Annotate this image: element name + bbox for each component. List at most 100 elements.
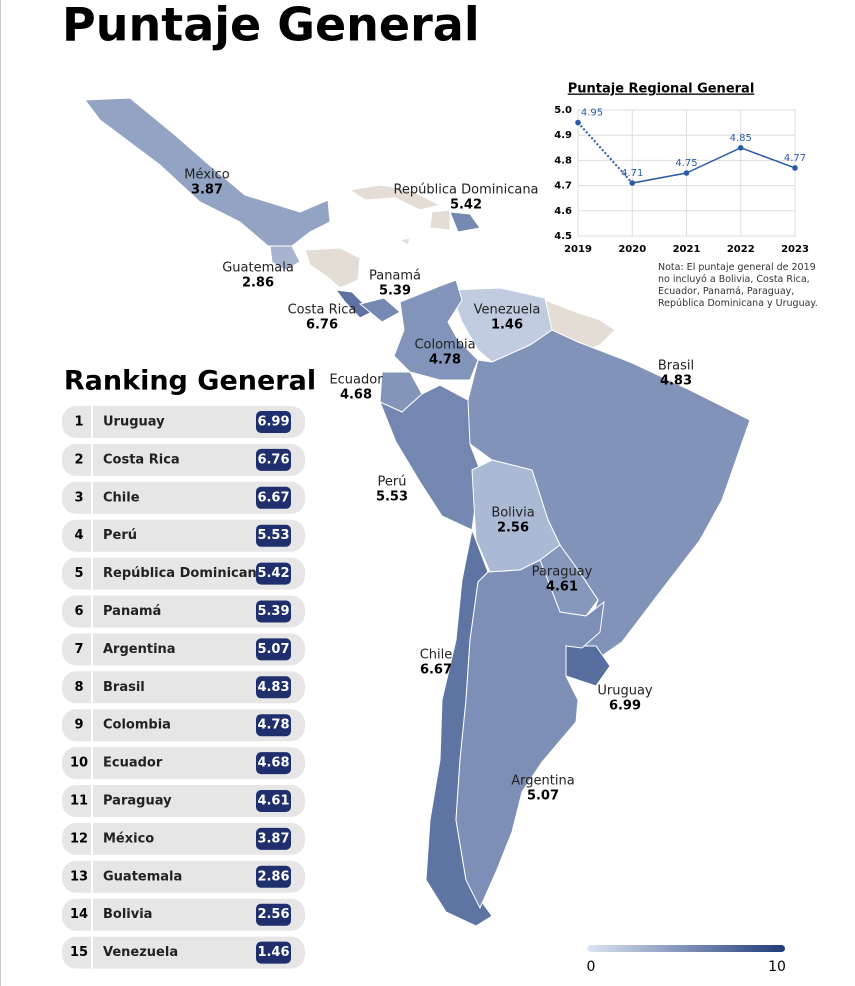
y-tick-label: 4.9 bbox=[554, 130, 572, 141]
country: Argentina bbox=[103, 642, 176, 657]
country: Bolivia bbox=[103, 907, 152, 922]
country bbox=[449, 211, 481, 233]
x-tick-label: 2021 bbox=[673, 244, 701, 255]
country: Venezuela bbox=[103, 945, 178, 960]
score: 3.87 bbox=[257, 831, 289, 846]
country-name: Paraguay bbox=[532, 565, 593, 580]
rank: 14 bbox=[70, 907, 88, 922]
score-badge bbox=[256, 411, 291, 433]
row-bg bbox=[62, 936, 305, 969]
rank: 6 bbox=[74, 604, 83, 619]
country-score: 2.86 bbox=[242, 276, 274, 291]
rank: 5 bbox=[74, 566, 83, 581]
country-name: Argentina bbox=[511, 774, 574, 789]
score: 2.56 bbox=[257, 907, 289, 922]
x-tick-label: 2023 bbox=[781, 244, 809, 255]
note: Nota: El puntaje general de 2019 no incl… bbox=[658, 262, 818, 309]
rank: 10 bbox=[70, 756, 88, 771]
score-badge bbox=[256, 448, 291, 471]
rank: 11 bbox=[70, 794, 88, 809]
row-bg bbox=[62, 860, 305, 893]
islands bbox=[398, 237, 411, 246]
country-name: República Dominicana bbox=[393, 183, 538, 198]
score: 4.68 bbox=[257, 756, 289, 771]
score-badge bbox=[256, 752, 291, 775]
country: Costa Rica bbox=[103, 452, 180, 467]
row-bg bbox=[62, 822, 305, 855]
country-score: 5.42 bbox=[450, 198, 482, 213]
score: 4.78 bbox=[257, 718, 289, 733]
cuba bbox=[348, 184, 442, 211]
country-score: 3.87 bbox=[191, 183, 223, 198]
row-bg bbox=[62, 785, 305, 817]
scale-min: 0 bbox=[587, 959, 596, 975]
haiti bbox=[429, 209, 451, 231]
country-score: 6.67 bbox=[420, 663, 452, 678]
rank: 8 bbox=[74, 680, 83, 695]
rank: 13 bbox=[70, 869, 88, 884]
point bbox=[792, 165, 798, 171]
y-tick-label: 4.7 bbox=[554, 181, 572, 192]
rank: 9 bbox=[74, 718, 83, 733]
country: Ecuador bbox=[103, 756, 163, 771]
country-name: Costa Rica bbox=[288, 303, 357, 318]
value-label: 4.85 bbox=[730, 133, 752, 144]
score: 6.76 bbox=[257, 452, 289, 467]
country-score: 4.68 bbox=[340, 388, 372, 403]
rank: 15 bbox=[70, 945, 88, 960]
score: 5.07 bbox=[257, 642, 289, 657]
score: 6.99 bbox=[257, 415, 289, 430]
y-tick-label: 4.6 bbox=[554, 206, 572, 217]
line-title: Puntaje Regional General bbox=[568, 82, 755, 97]
rank: 12 bbox=[70, 831, 88, 846]
country: Chile bbox=[103, 490, 140, 505]
score: 6.67 bbox=[257, 490, 289, 505]
score-badge bbox=[256, 524, 291, 547]
country-name: Panamá bbox=[369, 269, 421, 284]
row-bg bbox=[62, 595, 305, 628]
y-tick-label: 4.8 bbox=[554, 155, 572, 166]
country-score: 5.39 bbox=[379, 284, 411, 299]
score: 4.83 bbox=[257, 680, 289, 695]
country bbox=[455, 559, 605, 910]
country-name: México bbox=[184, 168, 229, 183]
country: Uruguay bbox=[103, 415, 165, 430]
country-name: Uruguay bbox=[597, 684, 653, 699]
row-bg bbox=[62, 481, 305, 514]
central-america bbox=[304, 247, 361, 289]
country-name: Bolivia bbox=[491, 506, 534, 521]
score-badge bbox=[256, 941, 291, 964]
score: 2.86 bbox=[257, 869, 289, 884]
score-badge bbox=[256, 790, 291, 812]
score-badge bbox=[256, 827, 291, 850]
row-bg bbox=[62, 671, 305, 704]
line-segment bbox=[577, 121, 633, 184]
x-tick-label: 2022 bbox=[727, 244, 755, 255]
country: México bbox=[103, 831, 154, 846]
value-label: 4.71 bbox=[621, 168, 643, 179]
row-bg bbox=[62, 709, 305, 742]
country-score: 5.07 bbox=[527, 789, 559, 804]
country bbox=[379, 384, 481, 531]
row-bg bbox=[62, 557, 305, 590]
country: Brasil bbox=[103, 680, 145, 695]
score-badge bbox=[256, 562, 291, 585]
scale-max: 10 bbox=[768, 959, 786, 975]
point bbox=[629, 180, 636, 186]
country-score: 2.56 bbox=[497, 521, 529, 536]
score: 5.42 bbox=[257, 566, 289, 581]
value-label: 4.95 bbox=[581, 108, 603, 119]
map bbox=[84, 97, 751, 927]
point bbox=[575, 119, 581, 126]
color-scale-bar bbox=[587, 945, 785, 952]
country: Guatemala bbox=[103, 869, 182, 884]
country: Colombia bbox=[103, 718, 171, 733]
country: Panamá bbox=[103, 604, 161, 619]
score-badge bbox=[256, 714, 291, 737]
score-badge bbox=[256, 600, 291, 623]
country-name: Colombia bbox=[414, 338, 475, 353]
rank: 4 bbox=[74, 528, 83, 543]
